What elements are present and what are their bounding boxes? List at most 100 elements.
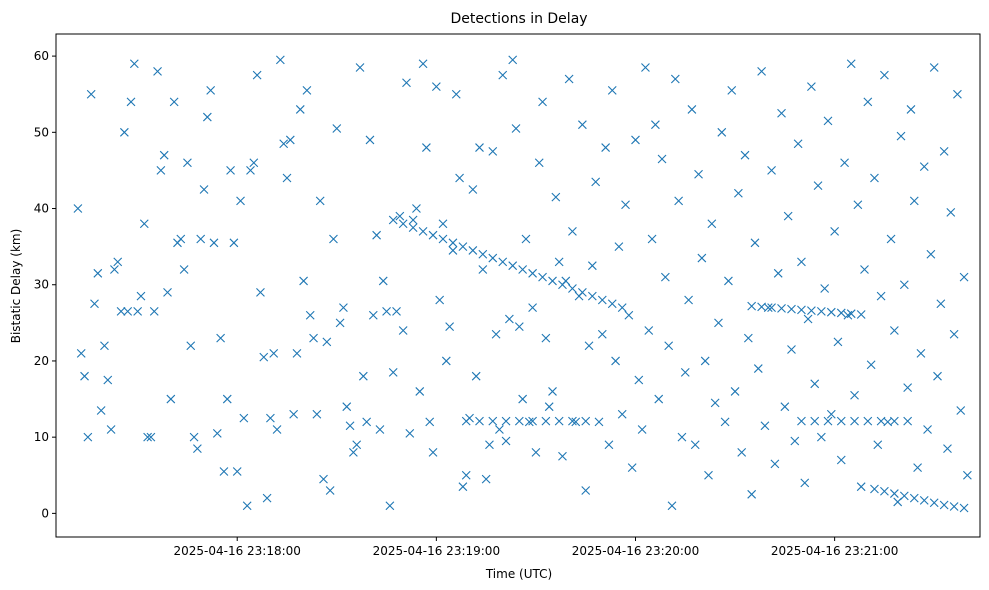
data-point — [720, 417, 730, 427]
data-point — [385, 501, 395, 511]
data-point — [657, 154, 667, 164]
data-point — [558, 280, 567, 290]
data-point — [667, 501, 677, 511]
data-point — [584, 341, 594, 351]
data-point — [773, 268, 783, 278]
data-point — [272, 425, 282, 434]
data-point — [73, 204, 83, 213]
data-point — [597, 329, 607, 339]
data-point — [936, 299, 946, 309]
data-point — [614, 242, 624, 252]
data-point — [860, 265, 869, 274]
data-point — [780, 402, 790, 412]
data-point — [889, 416, 899, 426]
data-point — [577, 120, 587, 130]
data-point — [93, 268, 103, 278]
data-point — [83, 432, 93, 442]
data-point — [219, 467, 229, 476]
data-point — [903, 416, 913, 426]
data-point — [169, 97, 179, 107]
data-point — [471, 371, 481, 381]
data-point — [269, 348, 279, 358]
data-point — [315, 196, 325, 206]
data-point — [797, 305, 806, 315]
x-tick-label: 2025-04-16 23:21:00 — [771, 544, 898, 558]
data-point — [216, 333, 226, 343]
data-point — [777, 303, 786, 313]
data-point — [100, 341, 109, 351]
data-point — [163, 287, 172, 297]
data-point — [644, 326, 654, 335]
data-point — [903, 383, 913, 393]
data-point — [846, 59, 856, 69]
data-point — [624, 310, 634, 320]
plot-frame — [55, 33, 981, 538]
data-point — [232, 467, 242, 476]
data-point — [959, 503, 969, 513]
data-point — [501, 436, 511, 446]
data-point — [475, 143, 484, 152]
data-point — [422, 143, 431, 152]
data-point — [660, 272, 670, 282]
data-point — [548, 387, 557, 396]
data-point — [461, 470, 471, 480]
data-point — [740, 150, 750, 160]
data-point — [826, 409, 836, 419]
data-point — [80, 371, 89, 381]
data-point — [149, 307, 159, 316]
data-point — [687, 105, 697, 114]
data-point — [103, 375, 113, 385]
data-point — [750, 238, 760, 248]
data-point — [196, 234, 206, 244]
data-point — [962, 470, 972, 480]
data-point — [863, 416, 873, 426]
data-point — [495, 425, 504, 434]
data-point — [850, 416, 859, 426]
data-point — [813, 181, 823, 191]
data-point — [126, 97, 136, 107]
data-point — [899, 280, 909, 290]
data-point — [388, 215, 398, 225]
y-tick-label: 60 — [34, 49, 49, 63]
data-point — [816, 307, 826, 316]
data-point — [86, 89, 96, 99]
data-point — [601, 143, 611, 152]
data-point — [959, 272, 969, 282]
data-point — [239, 413, 249, 423]
data-point — [153, 66, 162, 76]
data-point — [889, 326, 899, 335]
y-axis-label: Bistatic Delay (km) — [9, 229, 23, 344]
data-point — [242, 501, 252, 511]
data-point — [617, 303, 627, 312]
data-point — [823, 116, 833, 126]
data-point — [90, 299, 99, 309]
data-point — [428, 230, 438, 240]
data-point — [358, 371, 368, 381]
data-point — [694, 169, 703, 179]
data-point — [355, 63, 365, 72]
data-point — [790, 436, 800, 446]
data-point — [395, 211, 405, 221]
data-point — [458, 242, 468, 252]
data-point — [581, 486, 591, 495]
y-tick-label: 0 — [41, 506, 49, 520]
data-point — [820, 284, 830, 293]
data-point — [408, 215, 418, 225]
data-point — [305, 310, 315, 320]
data-point — [853, 200, 863, 210]
data-point — [478, 265, 488, 274]
data-point — [76, 348, 86, 358]
data-point — [312, 409, 322, 419]
data-point — [468, 246, 478, 255]
data-point — [870, 173, 879, 183]
data-point — [528, 416, 537, 426]
data-point — [846, 309, 856, 319]
data-point — [206, 86, 216, 95]
data-point — [212, 428, 222, 438]
data-point — [850, 390, 859, 400]
data-point — [524, 417, 534, 427]
data-point — [558, 451, 567, 461]
data-point — [840, 158, 849, 168]
data-point — [684, 295, 693, 305]
data-point — [611, 356, 620, 366]
